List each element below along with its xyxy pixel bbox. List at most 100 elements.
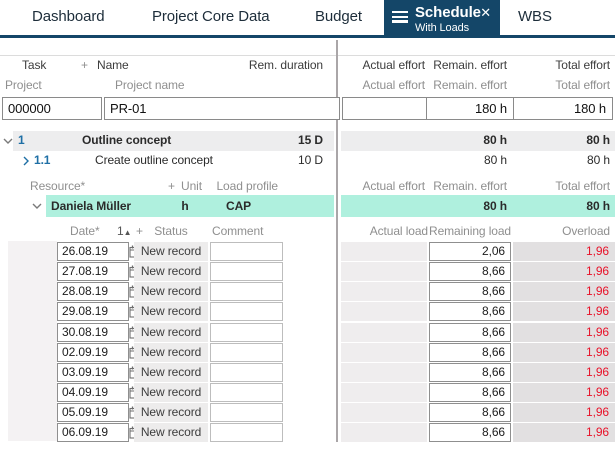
column-header-remain-effort[interactable]: Remain. effort [433, 58, 507, 72]
actual-load-cell[interactable] [341, 242, 427, 261]
actual-load-cell[interactable] [341, 342, 427, 362]
resource-row-daniela-mueller[interactable]: Daniela Müller h CAP 80 h 80 h [0, 195, 615, 217]
overload-cell: 1,96 [513, 302, 615, 322]
column-header-unit[interactable]: Unit [181, 179, 202, 193]
chevron-down-icon[interactable] [32, 195, 42, 217]
actual-load-cell[interactable] [341, 403, 427, 423]
column-header-remaining-load[interactable]: Remaining load [429, 224, 511, 238]
status-cell[interactable]: New record [134, 242, 208, 261]
task-total-effort: 80 h [587, 153, 610, 167]
actual-load-cell[interactable] [341, 322, 427, 342]
comment-field[interactable] [210, 242, 283, 261]
tab-dashboard[interactable]: Dashboard [32, 8, 105, 25]
status-cell[interactable]: New record [134, 342, 208, 362]
overload-cell: 1,96 [513, 423, 615, 443]
pane-splitter[interactable] [336, 40, 338, 442]
menu-icon[interactable] [392, 11, 408, 23]
status-cell[interactable]: New record [134, 382, 208, 402]
status-cell[interactable]: New record [134, 322, 208, 342]
actual-load-cell[interactable] [341, 302, 427, 322]
column-header-resource[interactable]: Resource* [30, 179, 86, 193]
column-header-comment[interactable]: Comment [212, 224, 264, 238]
overload-cell: 1,96 [513, 262, 615, 282]
actual-load-cell[interactable] [341, 382, 427, 402]
actual-load-cell[interactable] [341, 362, 427, 382]
task-row-1[interactable]: 1 Outline concept 15 D 80 h 80 h [0, 131, 615, 151]
remaining-load-field[interactable]: 8,66 [429, 302, 511, 322]
tab-budget[interactable]: Budget [315, 8, 362, 25]
date-field[interactable]: 04.09.19 [57, 382, 141, 402]
column-header-rem-duration[interactable]: Rem. duration [248, 58, 323, 72]
add-load-row-icon[interactable]: + [136, 224, 143, 238]
comment-field[interactable] [210, 382, 283, 402]
column-header-status[interactable]: Status [154, 224, 188, 238]
resource-name[interactable]: Daniela Müller [51, 199, 131, 213]
column-header-task[interactable]: Task [22, 58, 47, 72]
remaining-load-field[interactable]: 2,06 [429, 242, 511, 261]
project-effort-fields: 180 h 180 h [342, 97, 613, 120]
date-field[interactable]: 29.08.19 [57, 302, 141, 322]
status-cell[interactable]: New record [134, 423, 208, 443]
comment-field[interactable] [210, 423, 283, 443]
task-row-1-1[interactable]: 1.1 Create outline concept 10 D 80 h 80 … [0, 151, 615, 171]
actual-load-cell[interactable] [341, 423, 427, 443]
comment-field[interactable] [210, 322, 283, 342]
date-field[interactable]: 05.09.19 [57, 403, 141, 423]
status-cell[interactable]: New record [134, 403, 208, 423]
remaining-load-field[interactable]: 8,66 [429, 342, 511, 362]
close-icon[interactable]: ✕ [480, 5, 491, 20]
column-header-total-effort[interactable]: Total effort [555, 58, 610, 72]
comment-field[interactable] [210, 403, 283, 423]
remaining-load-field[interactable]: 8,66 [429, 403, 511, 423]
project-actual-effort-field[interactable] [343, 98, 419, 119]
date-field[interactable]: 03.09.19 [57, 362, 141, 382]
tab-project-core-data[interactable]: Project Core Data [152, 8, 270, 25]
task-remain-effort: 80 h [483, 133, 507, 147]
task-name[interactable]: Create outline concept [95, 153, 213, 167]
comment-field[interactable] [210, 342, 283, 362]
tab-schedule-active[interactable]: Schedule ✕ With Loads [384, 0, 500, 38]
remaining-load-field[interactable]: 8,66 [429, 362, 511, 382]
load-row: 06.09.19 New record 8,66 1,96 [0, 422, 615, 443]
task-name[interactable]: Outline concept [82, 133, 172, 147]
project-id-field[interactable]: 000000 [2, 97, 102, 120]
date-field[interactable]: 30.08.19 [57, 322, 141, 342]
comment-field[interactable] [210, 282, 283, 302]
column-header-actual-load[interactable]: Actual load [369, 224, 428, 238]
remaining-load-field[interactable]: 8,66 [429, 382, 511, 402]
date-field[interactable]: 28.08.19 [57, 282, 141, 302]
column-header-overload[interactable]: Overload [562, 224, 610, 238]
chevron-down-icon[interactable] [3, 131, 13, 151]
column-header-load-profile[interactable]: Load profile [216, 179, 278, 193]
add-resource-icon[interactable]: + [168, 179, 175, 193]
column-header-date[interactable]: Date* [70, 224, 100, 238]
task-rem-duration: 10 D [298, 153, 323, 167]
remaining-load-field[interactable]: 8,66 [429, 282, 511, 302]
comment-field[interactable] [210, 362, 283, 382]
project-name-field[interactable]: PR-01 [104, 97, 340, 120]
comment-field[interactable] [210, 302, 283, 322]
column-header-actual-effort[interactable]: Actual effort [362, 58, 425, 72]
status-cell[interactable]: New record [134, 262, 208, 282]
remaining-load-field[interactable]: 8,66 [429, 262, 511, 282]
sort-order-indicator[interactable]: 1▲ [117, 224, 132, 238]
actual-load-cell[interactable] [341, 262, 427, 282]
date-field[interactable]: 06.09.19 [57, 423, 141, 443]
status-cell[interactable]: New record [134, 362, 208, 382]
status-cell[interactable]: New record [134, 282, 208, 302]
column-header-name[interactable]: Name [97, 58, 129, 72]
date-field[interactable]: 02.09.19 [57, 342, 141, 362]
remaining-load-field[interactable]: 8,66 [429, 423, 511, 443]
project-total-effort-field[interactable]: 180 h [573, 101, 606, 116]
date-field[interactable]: 27.08.19 [57, 262, 141, 282]
add-column-icon[interactable]: + [81, 58, 88, 72]
chevron-right-icon[interactable] [23, 151, 29, 171]
project-remain-effort-field[interactable]: 180 h [474, 101, 507, 116]
date-field[interactable]: 26.08.19 [57, 242, 141, 261]
status-cell[interactable]: New record [134, 302, 208, 322]
comment-field[interactable] [210, 262, 283, 282]
tab-wbs[interactable]: WBS [518, 8, 552, 25]
active-tab-underline [0, 35, 615, 38]
actual-load-cell[interactable] [341, 282, 427, 302]
remaining-load-field[interactable]: 8,66 [429, 322, 511, 342]
